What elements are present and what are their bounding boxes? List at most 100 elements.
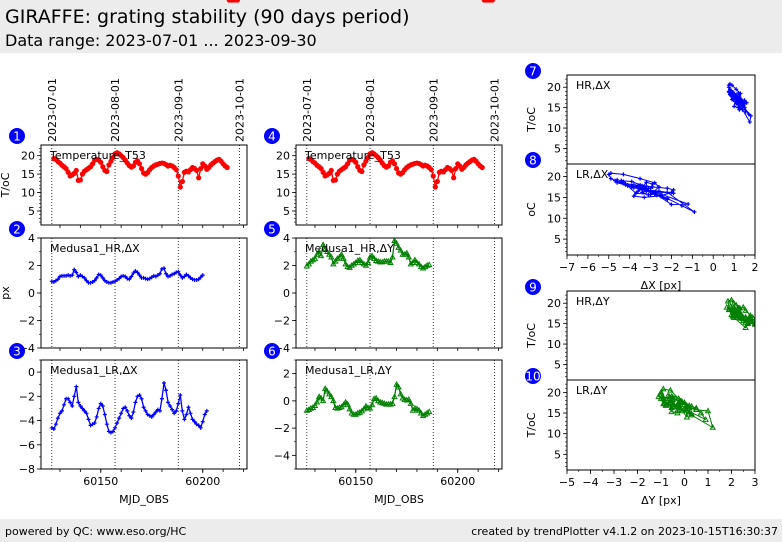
data-point bbox=[96, 272, 101, 277]
data-point bbox=[78, 273, 83, 278]
x-tick-label: −7 bbox=[559, 261, 575, 274]
data-point bbox=[319, 397, 327, 404]
badge-number: 7 bbox=[529, 65, 537, 79]
data-point bbox=[652, 192, 657, 197]
data-point bbox=[136, 161, 143, 167]
data-point bbox=[106, 429, 111, 434]
data-point bbox=[204, 408, 209, 413]
x-tick-label: 1 bbox=[731, 261, 738, 274]
data-point bbox=[747, 318, 754, 324]
data-point bbox=[744, 100, 749, 105]
data-point bbox=[198, 275, 203, 280]
data-point bbox=[57, 411, 62, 416]
data-point bbox=[453, 165, 459, 172]
data-point bbox=[98, 159, 104, 165]
data-point bbox=[726, 85, 731, 90]
plot-frame bbox=[40, 144, 248, 226]
data-point bbox=[166, 400, 171, 405]
data-point bbox=[379, 258, 386, 265]
y-axis-label: oC bbox=[525, 202, 538, 217]
data-point bbox=[110, 280, 115, 284]
data-point bbox=[656, 184, 661, 189]
data-point bbox=[137, 273, 142, 278]
data-point bbox=[727, 87, 732, 92]
date-label: 2023-10-01 bbox=[488, 78, 501, 142]
data-point bbox=[430, 173, 436, 179]
data-point bbox=[405, 253, 413, 260]
data-point bbox=[147, 413, 152, 418]
data-point bbox=[172, 271, 177, 276]
panel-label: Medusa1_HR,ΔX bbox=[50, 242, 140, 255]
footer: powered by QC: www.eso.org/HC created by… bbox=[0, 519, 782, 542]
data-point bbox=[100, 275, 105, 280]
badge-number: 4 bbox=[268, 130, 276, 144]
y-tick-label: 4 bbox=[28, 232, 35, 245]
badge-circle bbox=[264, 343, 280, 359]
data-point bbox=[736, 304, 743, 311]
data-point bbox=[74, 270, 79, 275]
data-point bbox=[692, 404, 700, 411]
y-axis-label: T/oC bbox=[0, 172, 12, 198]
plot-frame bbox=[566, 163, 756, 256]
panel-label: Temperature_T53 bbox=[49, 149, 146, 162]
data-point bbox=[739, 303, 747, 310]
data-point bbox=[428, 167, 434, 173]
data-point bbox=[155, 273, 160, 278]
data-point bbox=[615, 180, 620, 185]
data-point bbox=[325, 250, 333, 257]
panel-label: Medusa1_HR,ΔY bbox=[305, 242, 394, 255]
data-point bbox=[646, 186, 651, 191]
data-point bbox=[657, 395, 665, 401]
data-point bbox=[742, 101, 747, 106]
data-point bbox=[80, 274, 85, 279]
data-point bbox=[98, 401, 103, 406]
data-point bbox=[671, 394, 679, 401]
data-point bbox=[184, 272, 189, 277]
data-point bbox=[323, 248, 331, 255]
data-point bbox=[172, 411, 177, 416]
data-point bbox=[164, 388, 169, 393]
data-point bbox=[407, 260, 415, 267]
data-point bbox=[356, 256, 364, 263]
data-point bbox=[159, 266, 164, 271]
data-point bbox=[49, 279, 54, 284]
data-point bbox=[393, 380, 400, 387]
data-point bbox=[117, 416, 122, 421]
data-point bbox=[73, 167, 79, 174]
data-point bbox=[366, 253, 374, 260]
x-tick-label: 2 bbox=[752, 261, 759, 274]
data-point bbox=[332, 177, 338, 183]
data-point bbox=[175, 173, 181, 179]
data-point bbox=[391, 161, 398, 167]
y-tick-label: 20 bbox=[547, 171, 561, 184]
data-point bbox=[166, 274, 171, 279]
data-point bbox=[149, 275, 154, 280]
panel-badge-2: 2 bbox=[9, 221, 25, 237]
data-point bbox=[177, 184, 183, 190]
data-point bbox=[133, 269, 138, 273]
data-point bbox=[621, 172, 626, 177]
data-point bbox=[434, 178, 440, 185]
data-point bbox=[151, 412, 156, 417]
data-point bbox=[387, 400, 394, 407]
x-tick-label: 3 bbox=[752, 476, 759, 489]
data-point bbox=[656, 189, 661, 194]
data-point bbox=[72, 394, 77, 399]
data-point bbox=[182, 274, 187, 279]
data-range: Data range: 2023-07-01 ... 2023-09-30 bbox=[5, 31, 317, 50]
data-point bbox=[659, 193, 663, 198]
data-point bbox=[78, 404, 83, 409]
data-point bbox=[328, 167, 334, 174]
x-tick-label: 0 bbox=[681, 476, 688, 489]
data-point bbox=[198, 425, 203, 430]
data-point bbox=[307, 404, 315, 411]
data-point bbox=[164, 271, 169, 276]
data-point bbox=[70, 404, 75, 409]
data-point bbox=[742, 307, 749, 313]
data-point bbox=[340, 401, 347, 408]
data-point bbox=[733, 99, 738, 104]
timeseries-panel-1: 2023-07-01 2023-08-01 2023-09-01 2023-10-01… bbox=[0, 0, 248, 228]
y-tick-label: 0 bbox=[283, 287, 290, 300]
data-point bbox=[192, 419, 197, 424]
